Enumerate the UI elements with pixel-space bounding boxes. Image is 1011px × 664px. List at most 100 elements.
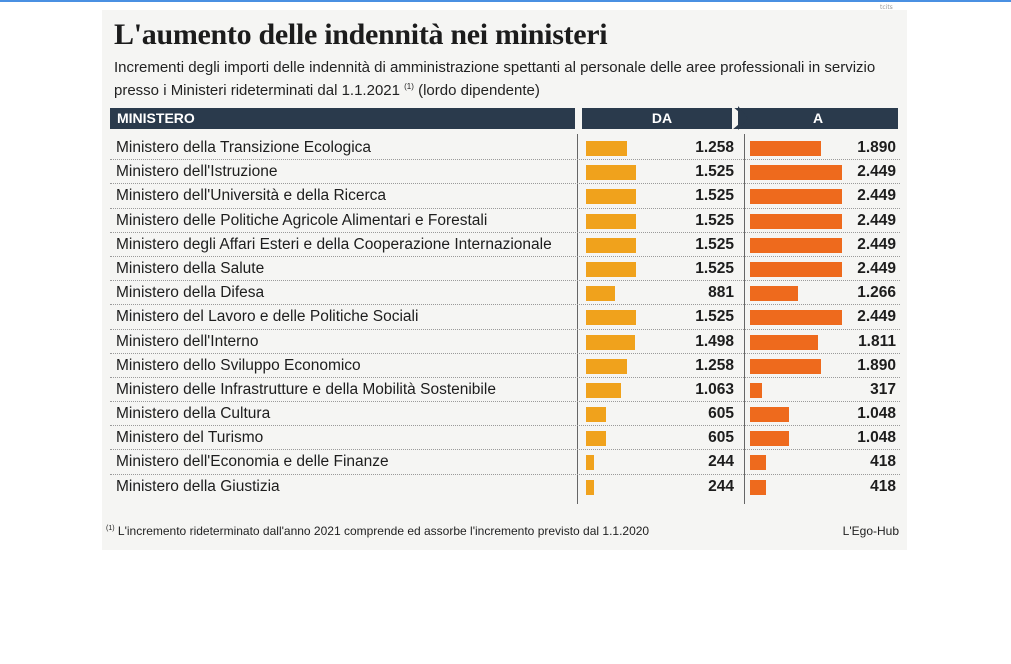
value-a: 1.890 <box>857 139 896 156</box>
bar-a <box>750 358 821 374</box>
ministry-name: Ministero dell'Università e della Ricerc… <box>116 187 387 205</box>
bar-a <box>750 479 766 495</box>
bar-a <box>750 213 842 229</box>
value-a: 2.449 <box>857 308 896 326</box>
corner-mark: tcits <box>880 4 893 11</box>
subtitle-suffix: (lordo dipendente) <box>418 82 540 99</box>
value-a: 2.449 <box>857 235 896 253</box>
header-a: A <box>738 108 898 129</box>
table-row: Ministero delle Politiche Agricole Alime… <box>110 209 900 233</box>
value-da: 1.525 <box>695 187 734 205</box>
bar-da <box>586 407 606 423</box>
bar-a <box>750 189 842 205</box>
header-ministero: MINISTERO <box>110 108 575 129</box>
bar-da <box>586 310 636 326</box>
value-da: 1.525 <box>695 308 734 326</box>
ministry-name: Ministero dell'Interno <box>116 332 259 350</box>
value-a: 1.048 <box>857 405 896 423</box>
bar-a <box>750 237 842 253</box>
bar-da <box>586 189 636 205</box>
top-accent-line <box>0 0 1011 2</box>
table-row: Ministero degli Affari Esteri e della Co… <box>110 233 900 257</box>
header-da: DA <box>582 108 742 129</box>
ministry-name: Ministero dell'Istruzione <box>116 163 278 181</box>
ministry-name: Ministero del Turismo <box>116 429 264 447</box>
value-a: 1.890 <box>857 356 896 374</box>
value-da: 1.525 <box>695 163 734 181</box>
value-da: 244 <box>708 453 734 471</box>
bar-a <box>750 141 821 156</box>
table-row: Ministero della Difesa 881 1.266 <box>110 281 900 306</box>
table-row: Ministero della Transizione Ecologica 1.2… <box>110 136 900 161</box>
value-a: 1.048 <box>857 429 896 447</box>
bar-da <box>586 455 594 471</box>
bar-a <box>750 455 766 471</box>
table-row: Ministero del Lavoro e delle Politiche S… <box>110 305 900 330</box>
table-row: Ministero della Giustizia 244 418 <box>110 475 900 499</box>
value-a: 2.449 <box>857 163 896 181</box>
value-da: 1.498 <box>695 332 734 350</box>
value-da: 1.258 <box>695 356 734 374</box>
bar-a <box>750 310 842 326</box>
value-da: 1.525 <box>695 259 734 277</box>
ministry-name: Ministero degli Affari Esteri e della Co… <box>116 235 552 253</box>
ministry-name: Ministero delle Infrastrutture e della M… <box>116 380 496 398</box>
bar-a <box>750 334 818 350</box>
table-row: Ministero delle Infrastrutture e della M… <box>110 378 900 403</box>
ministry-name: Ministero della Transizione Ecologica <box>116 139 372 156</box>
footnote-text: L'incremento rideterminato dall'anno 202… <box>117 524 650 538</box>
ministry-name: Ministero del Lavoro e delle Politiche S… <box>116 308 419 326</box>
footnote-mark: (1) <box>106 525 115 532</box>
bar-da <box>586 286 615 302</box>
bar-da <box>586 261 636 277</box>
ministry-name: Ministero della Salute <box>116 259 265 277</box>
value-da: 1.525 <box>695 211 734 229</box>
ministry-name: Ministero delle Politiche Agricole Alime… <box>116 211 488 229</box>
table-row: Ministero dell'Economia e delle Finanze 2… <box>110 450 900 475</box>
newspaper-clipping: L'aumento delle indennità nei ministeri … <box>102 10 907 550</box>
value-a: 2.449 <box>857 211 896 229</box>
value-a: 418 <box>870 453 896 471</box>
bar-a <box>750 382 762 398</box>
ministry-name: Ministero della Giustizia <box>116 477 280 495</box>
table-rows: Ministero della Transizione Ecologica 1.2… <box>110 136 900 499</box>
value-a: 418 <box>870 477 896 495</box>
bar-da <box>586 141 627 156</box>
bar-a <box>750 165 842 181</box>
value-da: 605 <box>708 429 734 447</box>
header-arrow <box>738 106 748 130</box>
bar-da <box>586 334 635 350</box>
value-da: 1.258 <box>695 139 734 156</box>
chart-title: L'aumento delle indennità nei ministeri <box>114 18 608 51</box>
value-a: 317 <box>870 380 896 398</box>
column-divider-da <box>577 134 578 504</box>
subtitle-note-mark: (1) <box>404 82 414 91</box>
value-a: 1.266 <box>857 284 896 302</box>
footnote: (1) L'incremento rideterminato dall'anno… <box>106 524 649 538</box>
bar-da <box>586 213 636 229</box>
bar-a <box>750 286 798 302</box>
value-a: 2.449 <box>857 259 896 277</box>
value-da: 1.063 <box>695 380 734 398</box>
value-da: 605 <box>708 405 734 423</box>
table-row: Ministero dell'Istruzione 1.525 2.449 <box>110 160 900 185</box>
bar-da <box>586 382 621 398</box>
table-row: Ministero della Salute 1.525 2.449 <box>110 257 900 282</box>
value-a: 2.449 <box>857 187 896 205</box>
table-row: Ministero del Turismo 605 1.048 <box>110 426 900 451</box>
column-divider-a <box>744 134 745 504</box>
value-da: 881 <box>708 284 734 302</box>
value-da: 1.525 <box>695 235 734 253</box>
bar-da <box>586 165 636 181</box>
table-row: Ministero dell'Interno 1.498 1.811 <box>110 330 900 354</box>
subtitle-text: Incrementi degli importi delle indennità… <box>114 59 876 99</box>
chart-subtitle: Incrementi degli importi delle indennità… <box>114 58 894 100</box>
ministry-name: Ministero dello Sviluppo Economico <box>116 356 361 374</box>
value-da: 244 <box>708 477 734 495</box>
bar-a <box>750 407 789 423</box>
bar-da <box>586 479 594 495</box>
ministry-name: Ministero della Difesa <box>116 284 265 302</box>
table-row: Ministero dello Sviluppo Economico 1.258 1… <box>110 354 900 378</box>
ministry-name: Ministero della Cultura <box>116 405 271 423</box>
table-row: Ministero della Cultura 605 1.048 <box>110 402 900 427</box>
